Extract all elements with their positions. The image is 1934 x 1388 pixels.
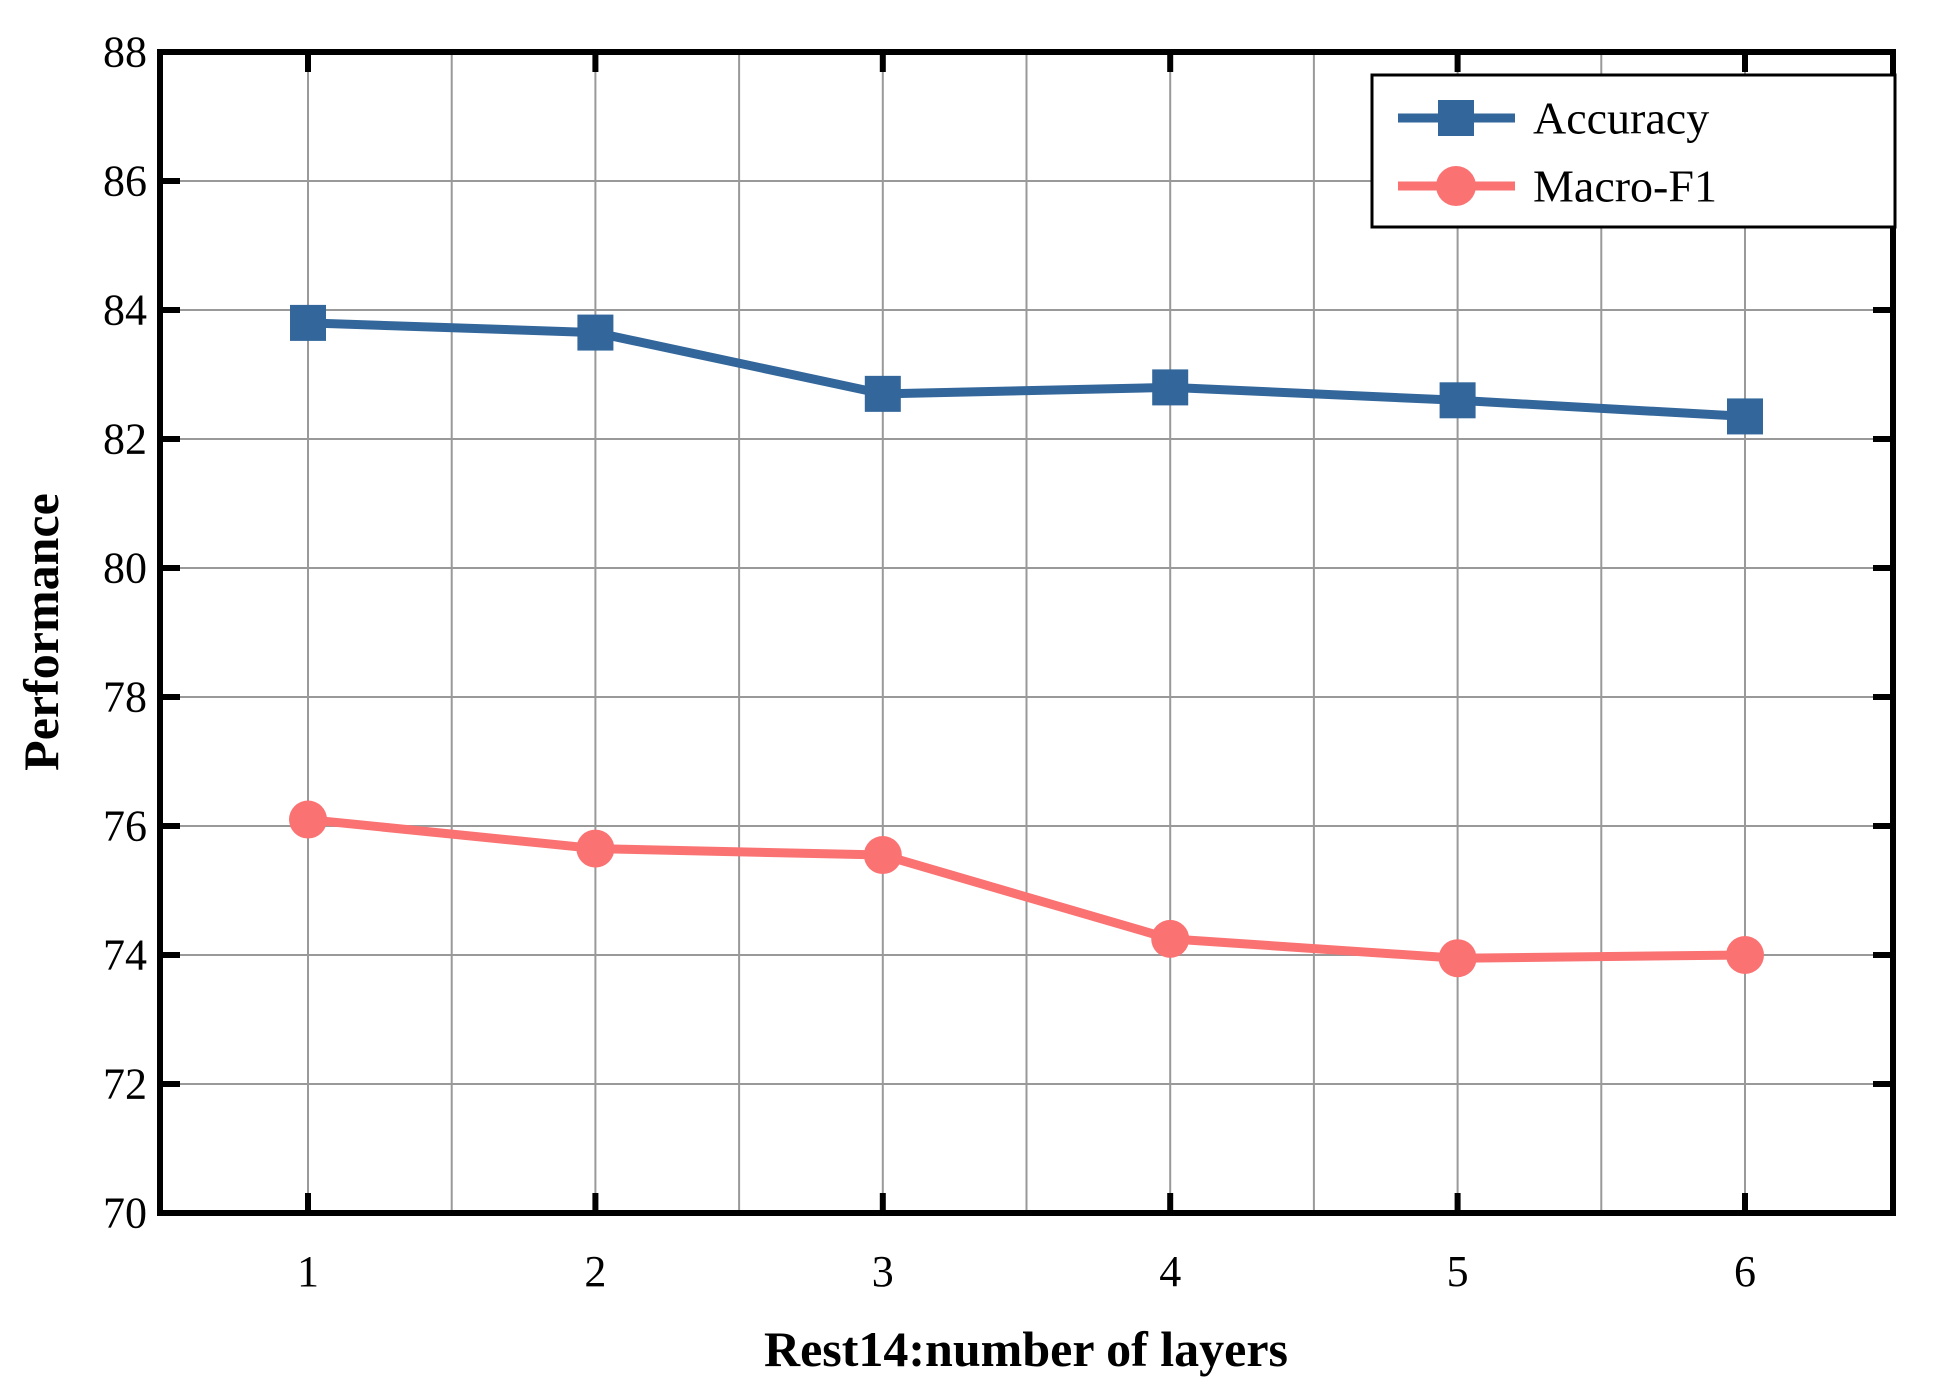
- data-point-accuracy-1: [290, 304, 327, 341]
- data-point-macro-f1-3: [863, 836, 902, 875]
- tick-label-x-3: 3: [872, 1247, 894, 1296]
- data-point-macro-f1-6: [1725, 936, 1764, 974]
- y-axis-title: Performance: [13, 493, 69, 771]
- tick-label-y-72: 72: [103, 1060, 147, 1109]
- series-line-0: [303, 318, 1750, 421]
- tick-label-y-78: 78: [103, 673, 147, 722]
- tick-label-y-82: 82: [103, 415, 147, 464]
- data-point-accuracy-2: [577, 314, 614, 351]
- tick-label-y-70: 70: [103, 1189, 147, 1238]
- series-accuracy: [290, 304, 1763, 435]
- x-axis-title: Rest14:number of layers: [764, 1321, 1288, 1377]
- data-point-macro-f1-4: [1151, 919, 1190, 958]
- tick-label-y-80: 80: [103, 544, 147, 593]
- axes-frame: [157, 49, 1896, 1216]
- plot-frame: [157, 49, 1896, 1216]
- tick-label-x-2: 2: [584, 1247, 606, 1296]
- legend-label-macro-f1: Macro-F1: [1533, 161, 1717, 212]
- series-macro-f1: [289, 800, 1764, 978]
- tick-label-y-84: 84: [103, 286, 147, 335]
- data-point-accuracy-4: [1152, 369, 1189, 406]
- data-point-accuracy-3: [864, 375, 901, 412]
- tick-label-y-74: 74: [103, 931, 147, 980]
- tick-label-x-4: 4: [1159, 1247, 1181, 1296]
- tick-label-x-6: 6: [1734, 1247, 1756, 1296]
- series-line-1: [303, 815, 1750, 963]
- legend: Accuracy Macro-F1: [1370, 73, 1897, 229]
- tick-labels: 70 72 74 76 78 80 82 84 86 88 1 2 3 4 5 6: [103, 28, 1756, 1297]
- data-point-macro-f1-1: [289, 800, 328, 839]
- data-point-macro-f1-5: [1438, 939, 1477, 978]
- legend-label-accuracy: Accuracy: [1533, 93, 1709, 144]
- data-point-macro-f1-2: [576, 829, 615, 868]
- tick-label-y-88: 88: [103, 28, 147, 77]
- tick-label-y-86: 86: [103, 157, 147, 206]
- legend-square-marker-icon: [1438, 100, 1474, 136]
- tick-label-x-1: 1: [297, 1247, 319, 1296]
- data-point-accuracy-5: [1439, 382, 1476, 419]
- data-series: [289, 304, 1764, 978]
- legend-circle-marker-icon: [1436, 166, 1476, 206]
- tick-label-y-76: 76: [103, 802, 147, 851]
- data-point-accuracy-6: [1726, 398, 1763, 435]
- tick-label-x-5: 5: [1447, 1247, 1469, 1296]
